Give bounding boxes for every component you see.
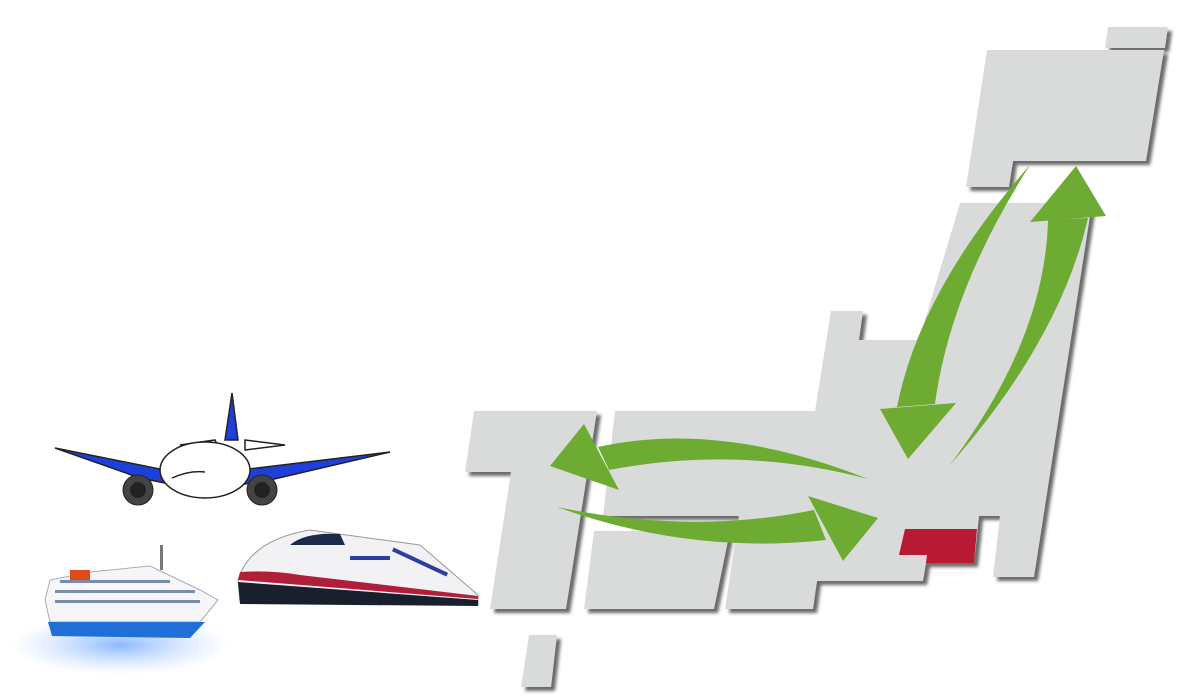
bullet-train-icon [237,529,479,606]
region-shikoku [584,531,730,609]
arrow-west-to-hub [557,496,878,561]
region-tokyo-highlight [899,529,977,563]
arrow-north-to-hub [880,165,1030,459]
arrow-hub-to-west [550,424,868,490]
region-honshu [603,203,1092,609]
arrow-hub-to-north [949,166,1106,466]
region-okinawa [521,635,557,687]
airplane-icon [54,392,391,506]
region-hokkaido [966,50,1164,187]
region-hokkaido-islet [1105,27,1168,48]
cruise-ship-icon [10,545,230,675]
